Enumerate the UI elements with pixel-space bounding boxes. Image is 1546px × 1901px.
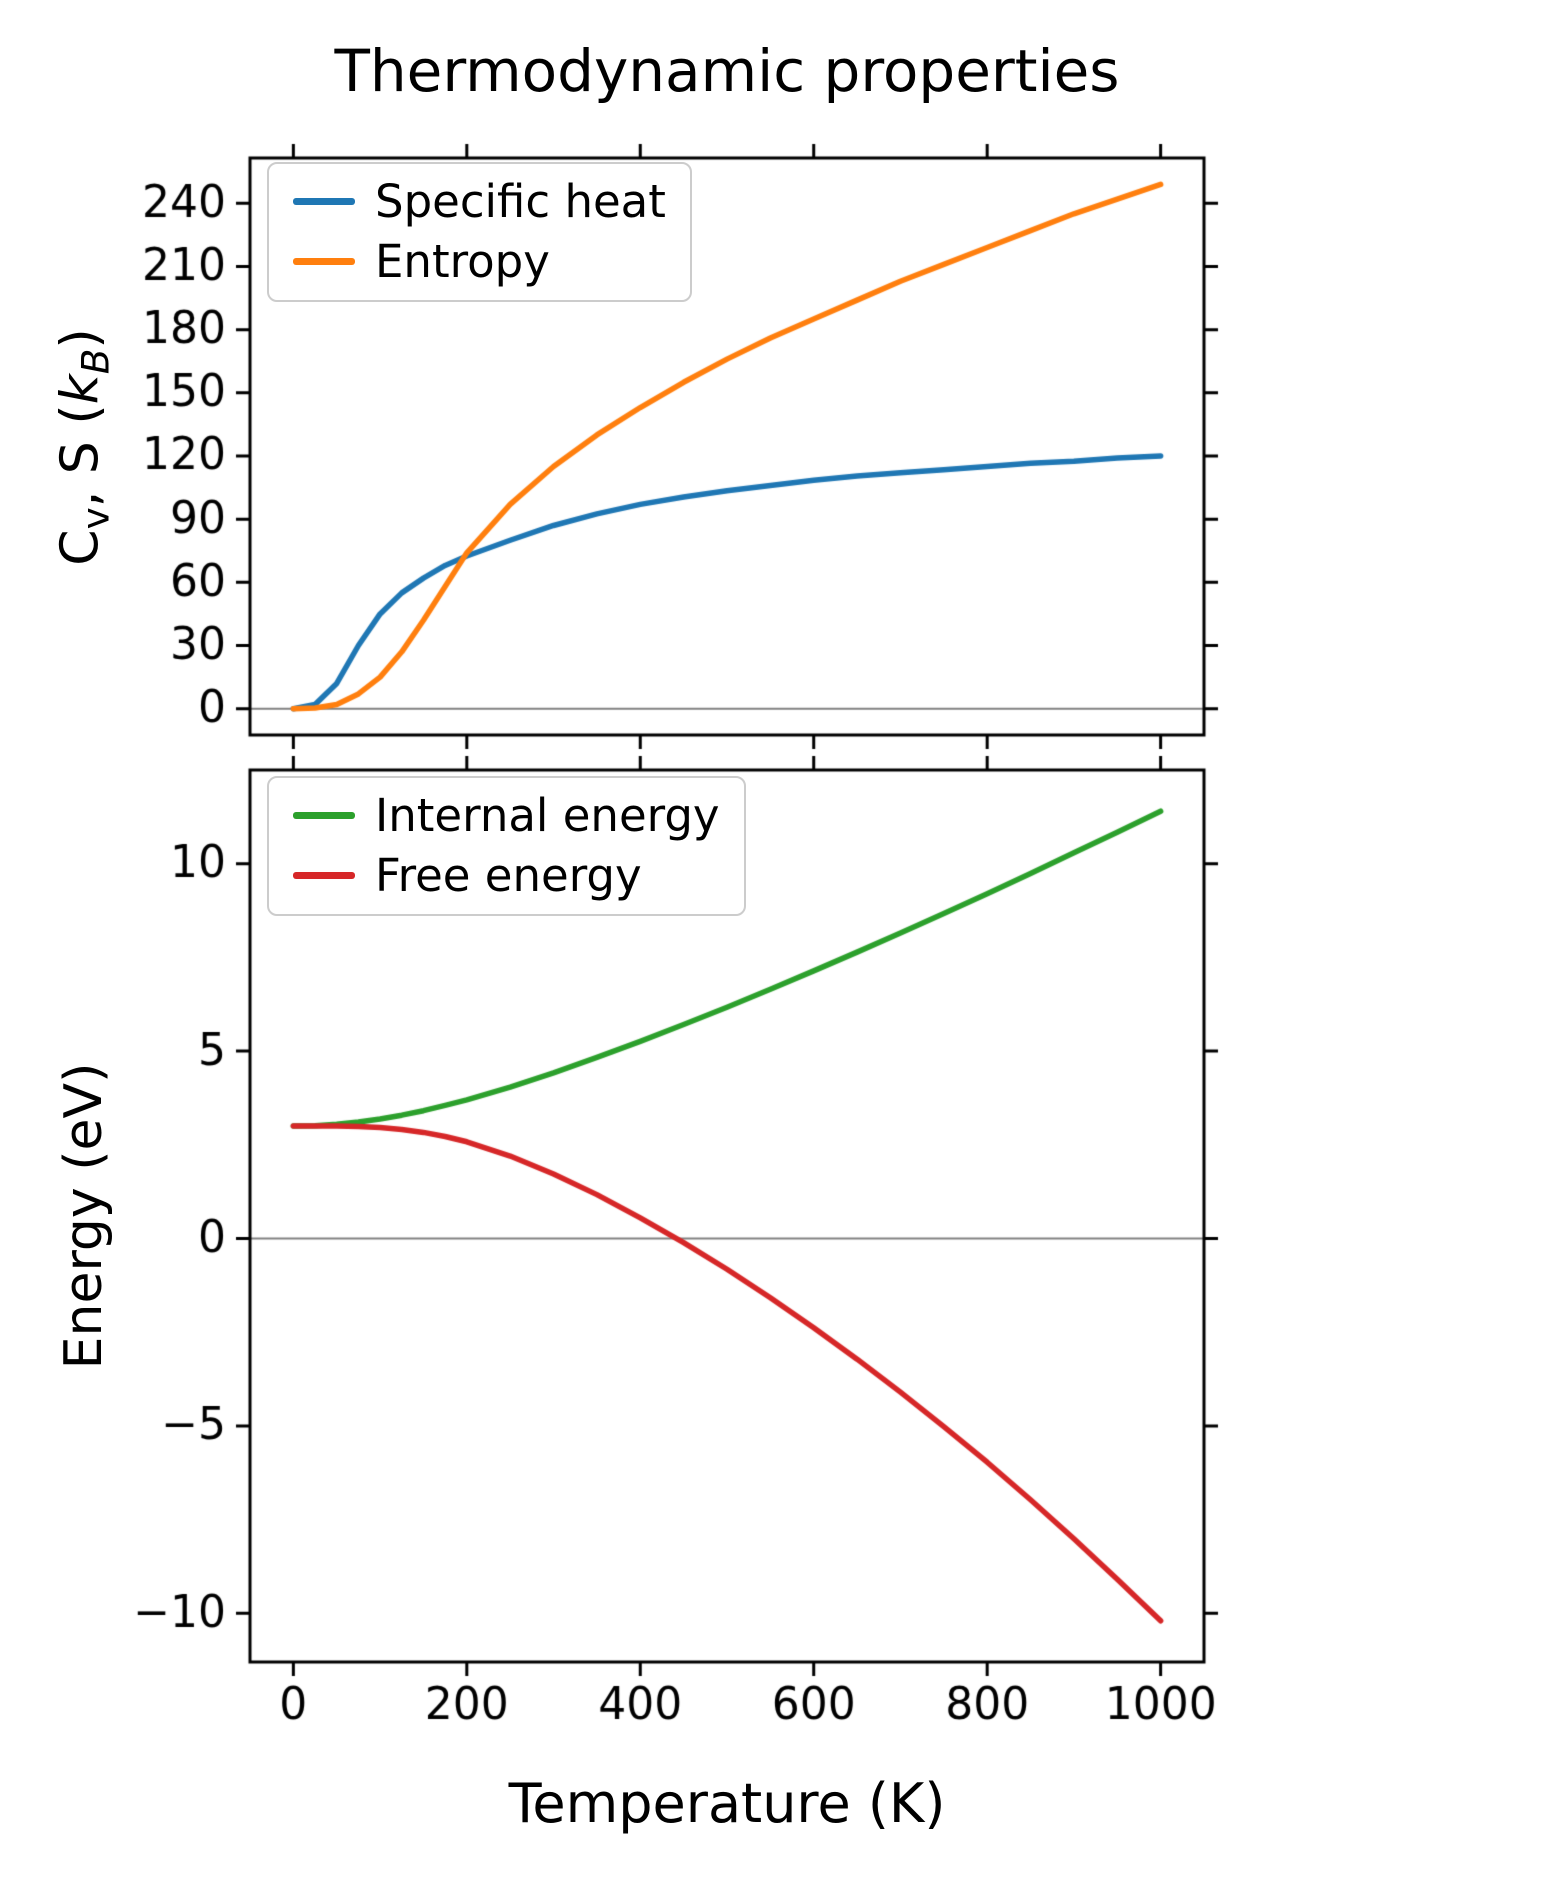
- specific-heat-line-swatch: [293, 198, 355, 206]
- legend-top: Specific heat Entropy: [267, 162, 692, 302]
- legend-entry-specific-heat: Specific heat: [293, 176, 666, 228]
- entropy-line-swatch: [293, 258, 355, 266]
- chart-title: Thermodynamic properties: [334, 37, 1120, 105]
- legend-label-specific-heat: Specific heat: [375, 175, 666, 228]
- ylabel-segment: v: [73, 507, 118, 530]
- legend-label-entropy: Entropy: [375, 234, 550, 288]
- free-energy-line-swatch: [293, 872, 355, 880]
- legend-entry-internal-energy: Internal energy: [293, 790, 720, 842]
- ylabel-segment: C: [50, 529, 111, 566]
- x-axis-label: Temperature (K): [508, 1772, 946, 1835]
- bottom-y-axis-label: Energy (eV): [54, 1062, 114, 1370]
- legend-entry-free-energy: Free energy: [293, 848, 720, 902]
- top-y-axis-label: Cv, S (kB): [50, 328, 117, 565]
- ylabel-segment: k: [50, 374, 111, 405]
- ylabel-segment: ): [50, 328, 111, 349]
- ylabel-segment: B: [73, 348, 118, 375]
- legend-label-free-energy: Free energy: [375, 848, 642, 902]
- ylabel-segment: , S (: [50, 404, 111, 508]
- legend-label-internal-energy: Internal energy: [375, 789, 720, 842]
- legend-bottom: Internal energy Free energy: [267, 776, 746, 916]
- legend-entry-entropy: Entropy: [293, 234, 666, 288]
- internal-energy-line-swatch: [293, 812, 355, 820]
